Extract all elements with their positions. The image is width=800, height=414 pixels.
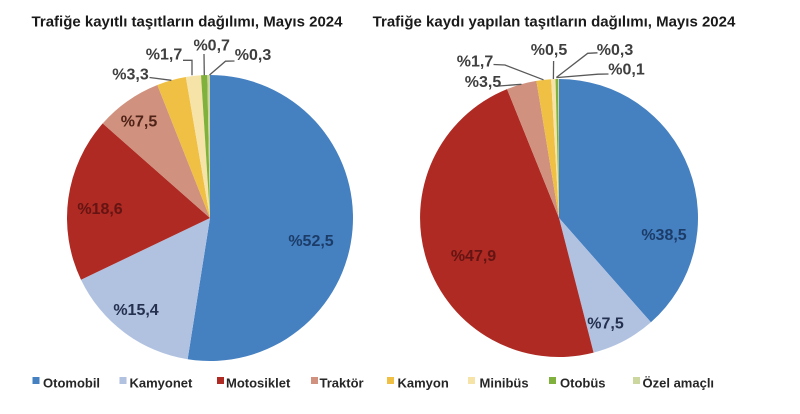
svg-text:%1,7: %1,7	[146, 47, 183, 64]
svg-text:%7,5: %7,5	[121, 114, 158, 131]
svg-text:%0,3: %0,3	[597, 42, 634, 59]
svg-text:Minibüs: Minibüs	[480, 376, 529, 391]
svg-text:Özel amaçlı: Özel amaçlı	[643, 376, 715, 391]
svg-text:%7,5: %7,5	[587, 316, 624, 333]
svg-text:%52,5: %52,5	[288, 233, 333, 250]
svg-text:%0,5: %0,5	[531, 42, 568, 59]
svg-text:%1,7: %1,7	[457, 54, 494, 71]
svg-text:Trafiğe kayıtlı taşıtların dağ: Trafiğe kayıtlı taşıtların dağılımı, May…	[32, 14, 344, 31]
svg-text:%18,6: %18,6	[77, 201, 122, 218]
svg-text:%15,4: %15,4	[113, 302, 158, 319]
svg-text:Motosiklet: Motosiklet	[226, 376, 291, 391]
svg-text:Otomobil: Otomobil	[43, 376, 100, 391]
svg-text:Otobüs: Otobüs	[560, 376, 606, 391]
svg-text:%0,3: %0,3	[235, 47, 272, 64]
svg-text:%3,3: %3,3	[112, 67, 149, 84]
svg-text:%38,5: %38,5	[641, 227, 686, 244]
svg-text:%3,5: %3,5	[465, 74, 502, 91]
svg-text:Kamyonet: Kamyonet	[130, 376, 194, 391]
svg-text:%0,1: %0,1	[608, 62, 645, 79]
svg-text:%47,9: %47,9	[451, 248, 496, 265]
svg-text:%0,7: %0,7	[193, 38, 230, 55]
svg-text:Traktör: Traktör	[320, 376, 364, 391]
svg-text:Kamyon: Kamyon	[398, 376, 449, 391]
svg-text:Trafiğe kaydı yapılan taşıtlar: Trafiğe kaydı yapılan taşıtların dağılım…	[373, 14, 736, 31]
